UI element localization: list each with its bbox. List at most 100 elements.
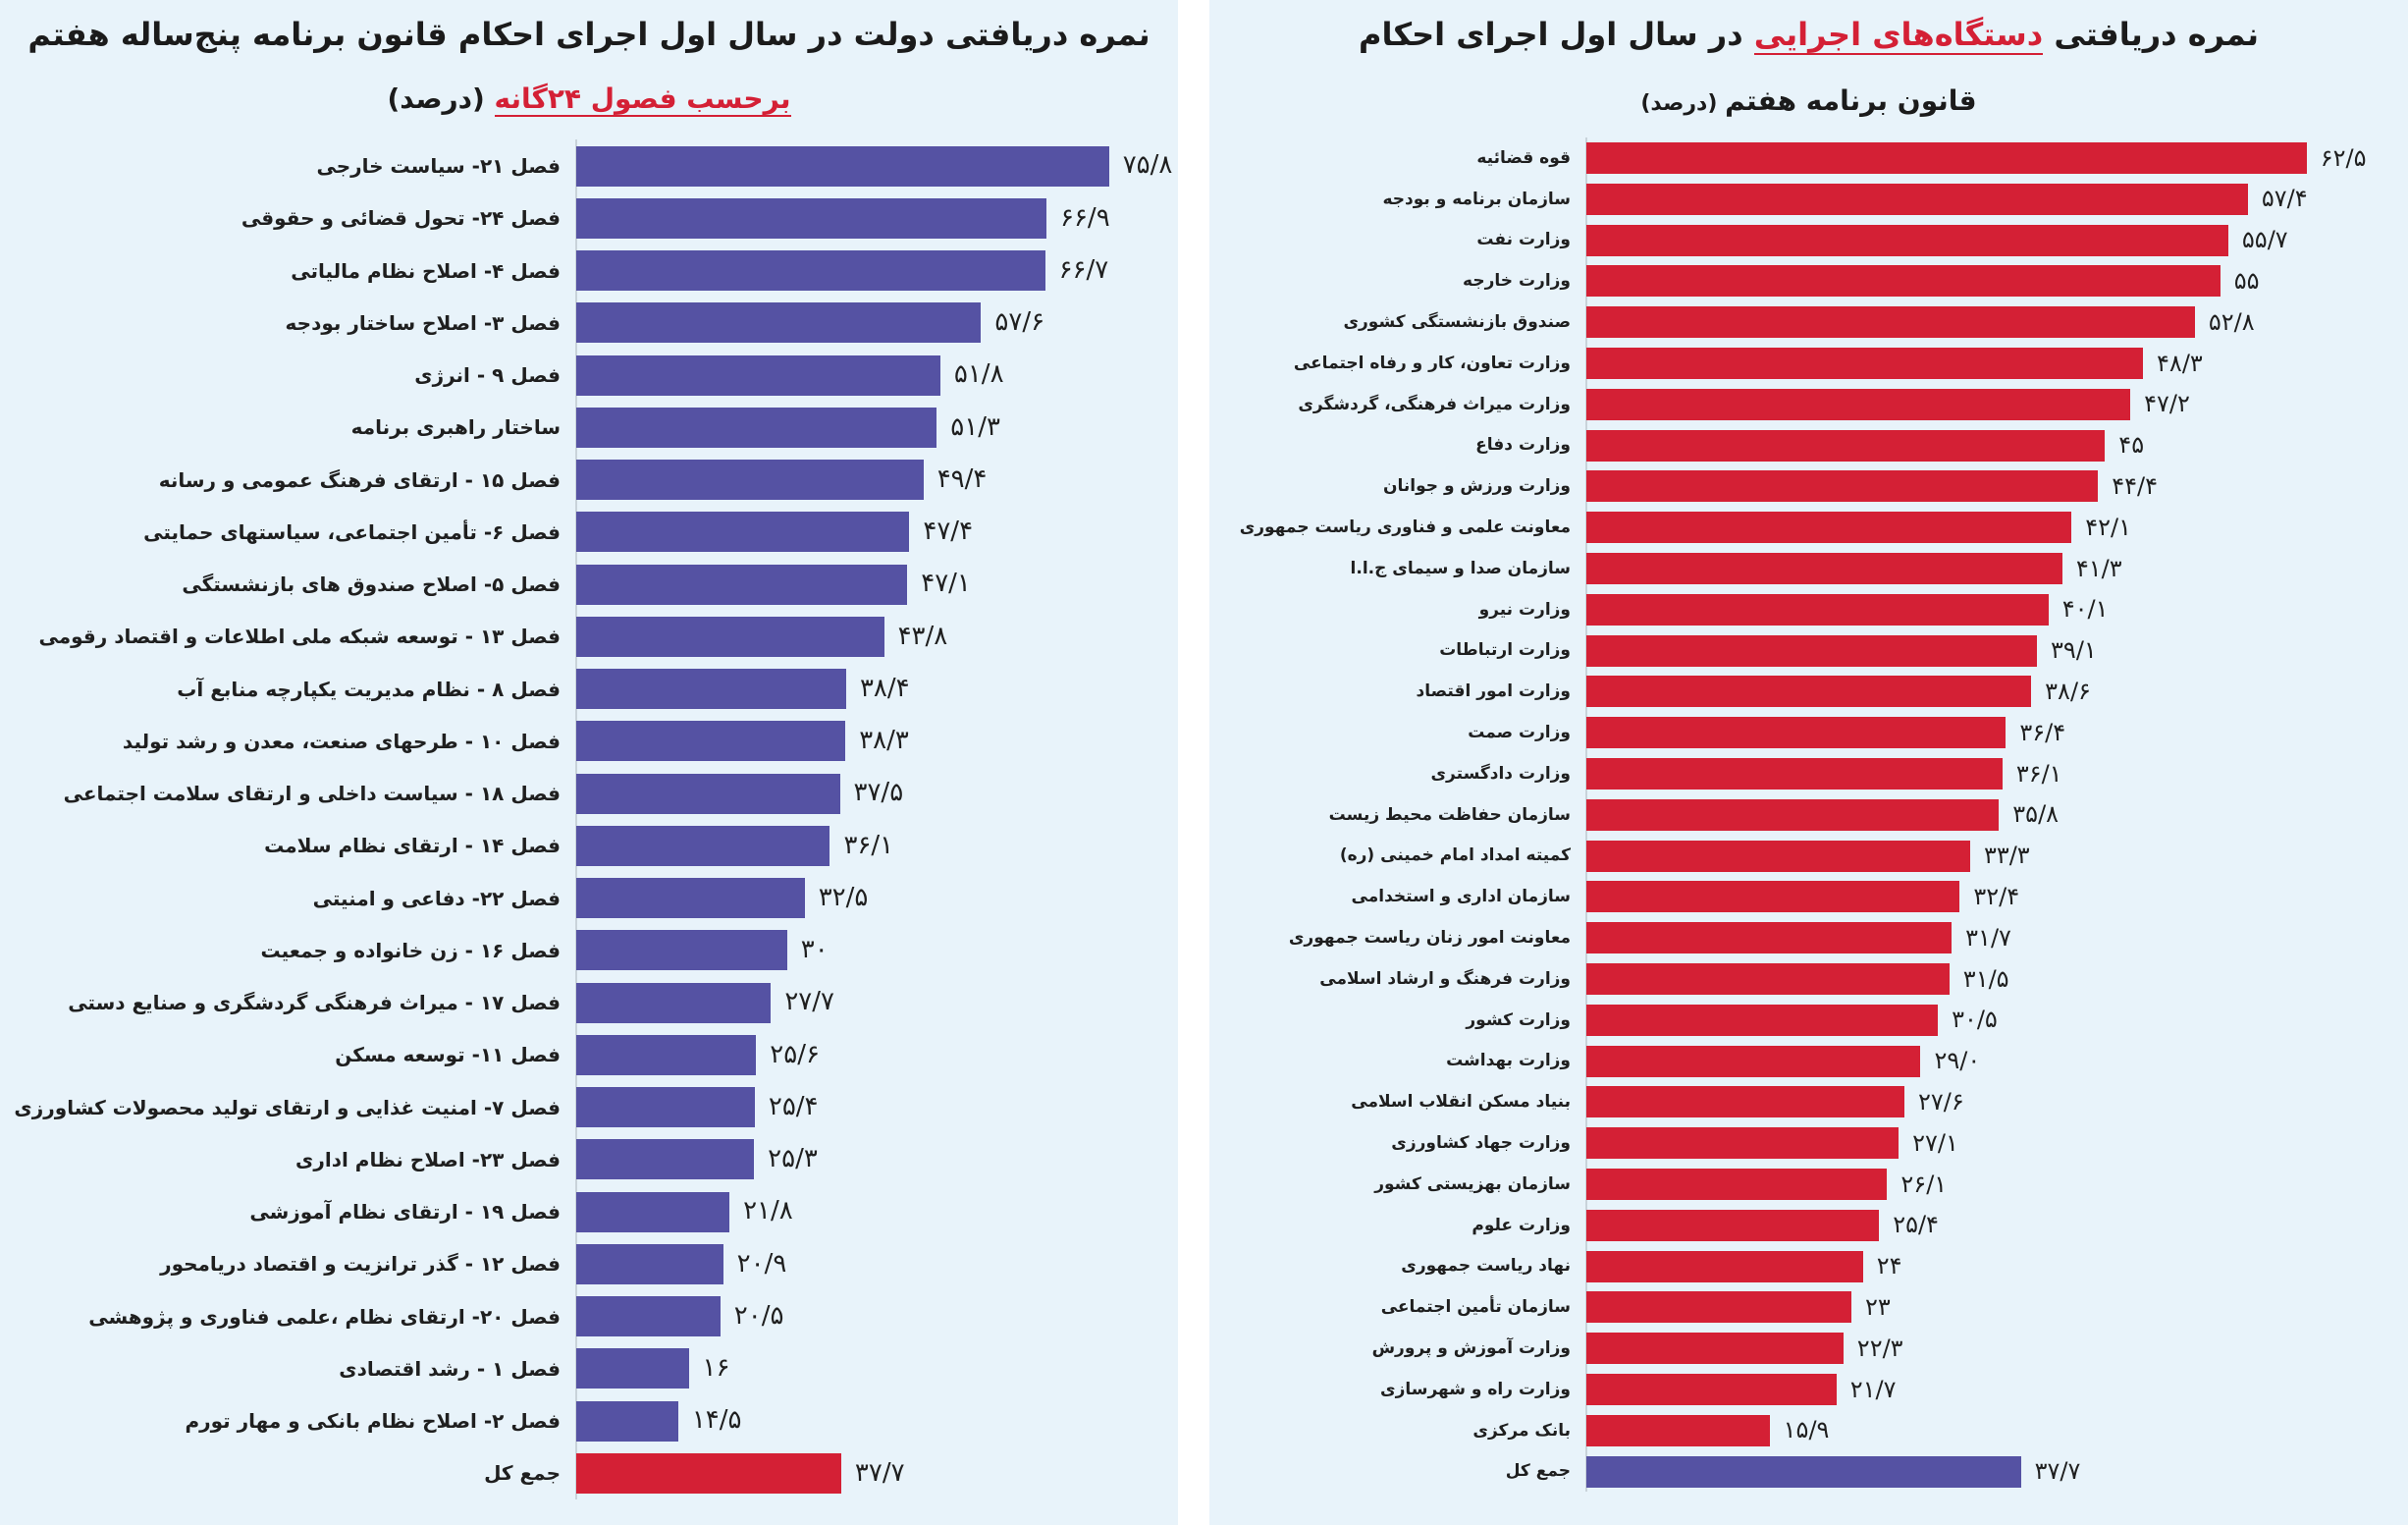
category-label: وزارت دفاع [1475,435,1571,456]
chart-axis-line [575,139,577,1499]
bar [576,407,937,448]
category-label: وزارت تعاون، کار و رفاه اجتماعی [1293,353,1571,373]
value-label: ۱۴/۵ [691,1405,742,1436]
category-label: فصل ۲۲- دفاعی و امنیتی [312,886,561,910]
value-label: ۳۸/۳ [859,726,909,756]
title-part: در سال اول اجرای احکام [1358,16,1754,53]
category-label: فصل ۲۳- اصلاح نظام اداری [295,1147,561,1171]
bar [1586,1169,1888,1200]
value-label: ۳۷/۷ [854,1457,905,1488]
bar [1586,470,2099,503]
bar [1586,963,1950,995]
value-label: ۲۵/۶ [770,1039,820,1069]
bar [1586,922,1953,954]
category-label: فصل ۱۲ - گذر ترانزیت و اقتصاد دریامحور [160,1252,561,1277]
category-label: فصل ۱۶ - زن خانواده و جمعیت [260,938,561,962]
value-label: ۵۲/۸ [2208,307,2255,336]
category-label: وزارت کشور [1466,1009,1571,1030]
category-label: نهاد ریاست جمهوری [1401,1256,1571,1277]
value-label: ۷۵/۸ [1122,150,1173,181]
value-label: ۴۷/۴ [923,517,974,547]
bar [576,197,1046,239]
category-label: جمع کل [1505,1461,1571,1482]
chart-panel-by-agency: نمره دریافتی دستگاه‌های اجرایی در سال او… [1209,0,2408,1525]
value-label: ۶۶/۷ [1058,254,1109,285]
value-label: ۴۰/۱ [2061,595,2109,624]
value-label: ۵۱/۸ [953,359,1004,390]
value-label: ۲۷/۱ [1912,1128,1958,1157]
bar [576,1139,755,1180]
bar [1586,142,2307,174]
bar [576,773,840,814]
value-label: ۵۵ [2233,267,2260,295]
bar [1586,758,2003,790]
subtitle-unit: (درصد) [1640,91,1726,116]
category-label: فصل ۱۴ - ارتقای نظام سلامت [264,834,561,858]
category-label: فصل ۲۰- ارتقای نظام ،علمی فناوری و پژوهش… [88,1304,561,1329]
value-label: ۲۰/۵ [733,1300,784,1331]
chart-panel-by-chapter: نمره دریافتی دولت در سال اول اجرای احکام… [0,0,1178,1525]
bar [1586,634,2038,667]
bar [1586,1127,1900,1160]
value-label: ۶۶/۹ [1060,202,1110,233]
bar [1586,388,2131,420]
category-label: فصل ۱۹ - ارتقای نظام آموزشی [249,1200,561,1224]
bar [576,1191,730,1232]
bar [576,878,805,918]
value-label: ۵۷/۶ [994,307,1045,338]
category-label: فصل ۱۱- توسعه مسکن [335,1043,561,1067]
category-label: سازمان تأمین اجتماعی [1380,1297,1571,1318]
value-label: ۲۹/۰ [1934,1047,1981,1075]
bar [576,354,940,396]
bar [576,1243,723,1284]
category-label: سازمان صدا و سیمای ج.ا.ا [1350,558,1571,578]
value-label: ۲۵/۴ [768,1091,819,1121]
bar [576,825,830,866]
title-highlight: دستگاه‌های اجرایی [1753,16,2044,55]
bar [1586,1374,1837,1405]
bar [1586,881,1960,913]
value-label: ۳۱/۵ [1962,964,2009,993]
bar [1586,798,2000,831]
bar [1586,553,2062,584]
value-label: ۳۰/۵ [1952,1006,1998,1034]
category-label: فصل ۱۸ - سیاست داخلی و ارتقای سلامت اجتم… [63,782,561,805]
total-bar [576,1452,841,1494]
value-label: ۲۶/۱ [1900,1170,1948,1198]
bar [576,302,982,344]
value-label: ۲۱/۸ [743,1196,793,1226]
category-label: فصل ۵- اصلاح صندوق های بازنشستگی [182,572,561,596]
bar [1586,840,1970,872]
category-label: وزارت ورزش و جوانان [1383,476,1571,497]
bar [1586,265,2221,298]
category-label: فصل ۲۱- سیاست خارجی [316,154,561,178]
value-label: ۲۲/۳ [1856,1334,1903,1362]
category-label: فصل ۱۷ - میراث فرهنگی گردشگری و صنایع دس… [68,991,561,1014]
value-label: ۲۱/۷ [1849,1375,1897,1403]
category-label: بانک مرکزی [1472,1420,1571,1441]
value-label: ۲۷/۷ [784,987,834,1017]
bar [576,1296,721,1336]
category-label: وزارت ارتباطات [1439,640,1571,661]
value-label: ۴۷/۱ [921,569,971,599]
title-part: نمره دریافتی [2043,16,2259,53]
subtitle-unit: (درصد) [387,82,495,115]
value-label: ۱۶ [702,1353,730,1384]
value-label: ۵۷/۴ [2261,185,2308,213]
value-label: ۵۱/۳ [950,411,1000,442]
value-label: ۴۱/۳ [2075,554,2122,582]
bar [576,460,924,500]
category-label: فصل ۶- تأمین اجتماعی، سیاستهای حمایتی [143,519,561,544]
category-label: قوه قضائیه [1476,147,1571,168]
category-label: معاونت امور زنان ریاست جمهوری [1288,928,1571,948]
value-label: ۳۲/۴ [1973,883,2020,910]
bar [1586,1045,1921,1077]
value-label: ۲۴ [1876,1252,1902,1280]
bar [1586,429,2106,462]
subtitle-text: قانون برنامه هفتم [1725,84,1977,117]
value-label: ۳۶/۱ [2015,759,2062,788]
category-label: وزارت راه و شهرسازی [1379,1379,1571,1399]
value-label: ۶۲/۵ [2320,143,2367,172]
value-label: ۳۰ [800,935,829,965]
bar [576,512,910,553]
